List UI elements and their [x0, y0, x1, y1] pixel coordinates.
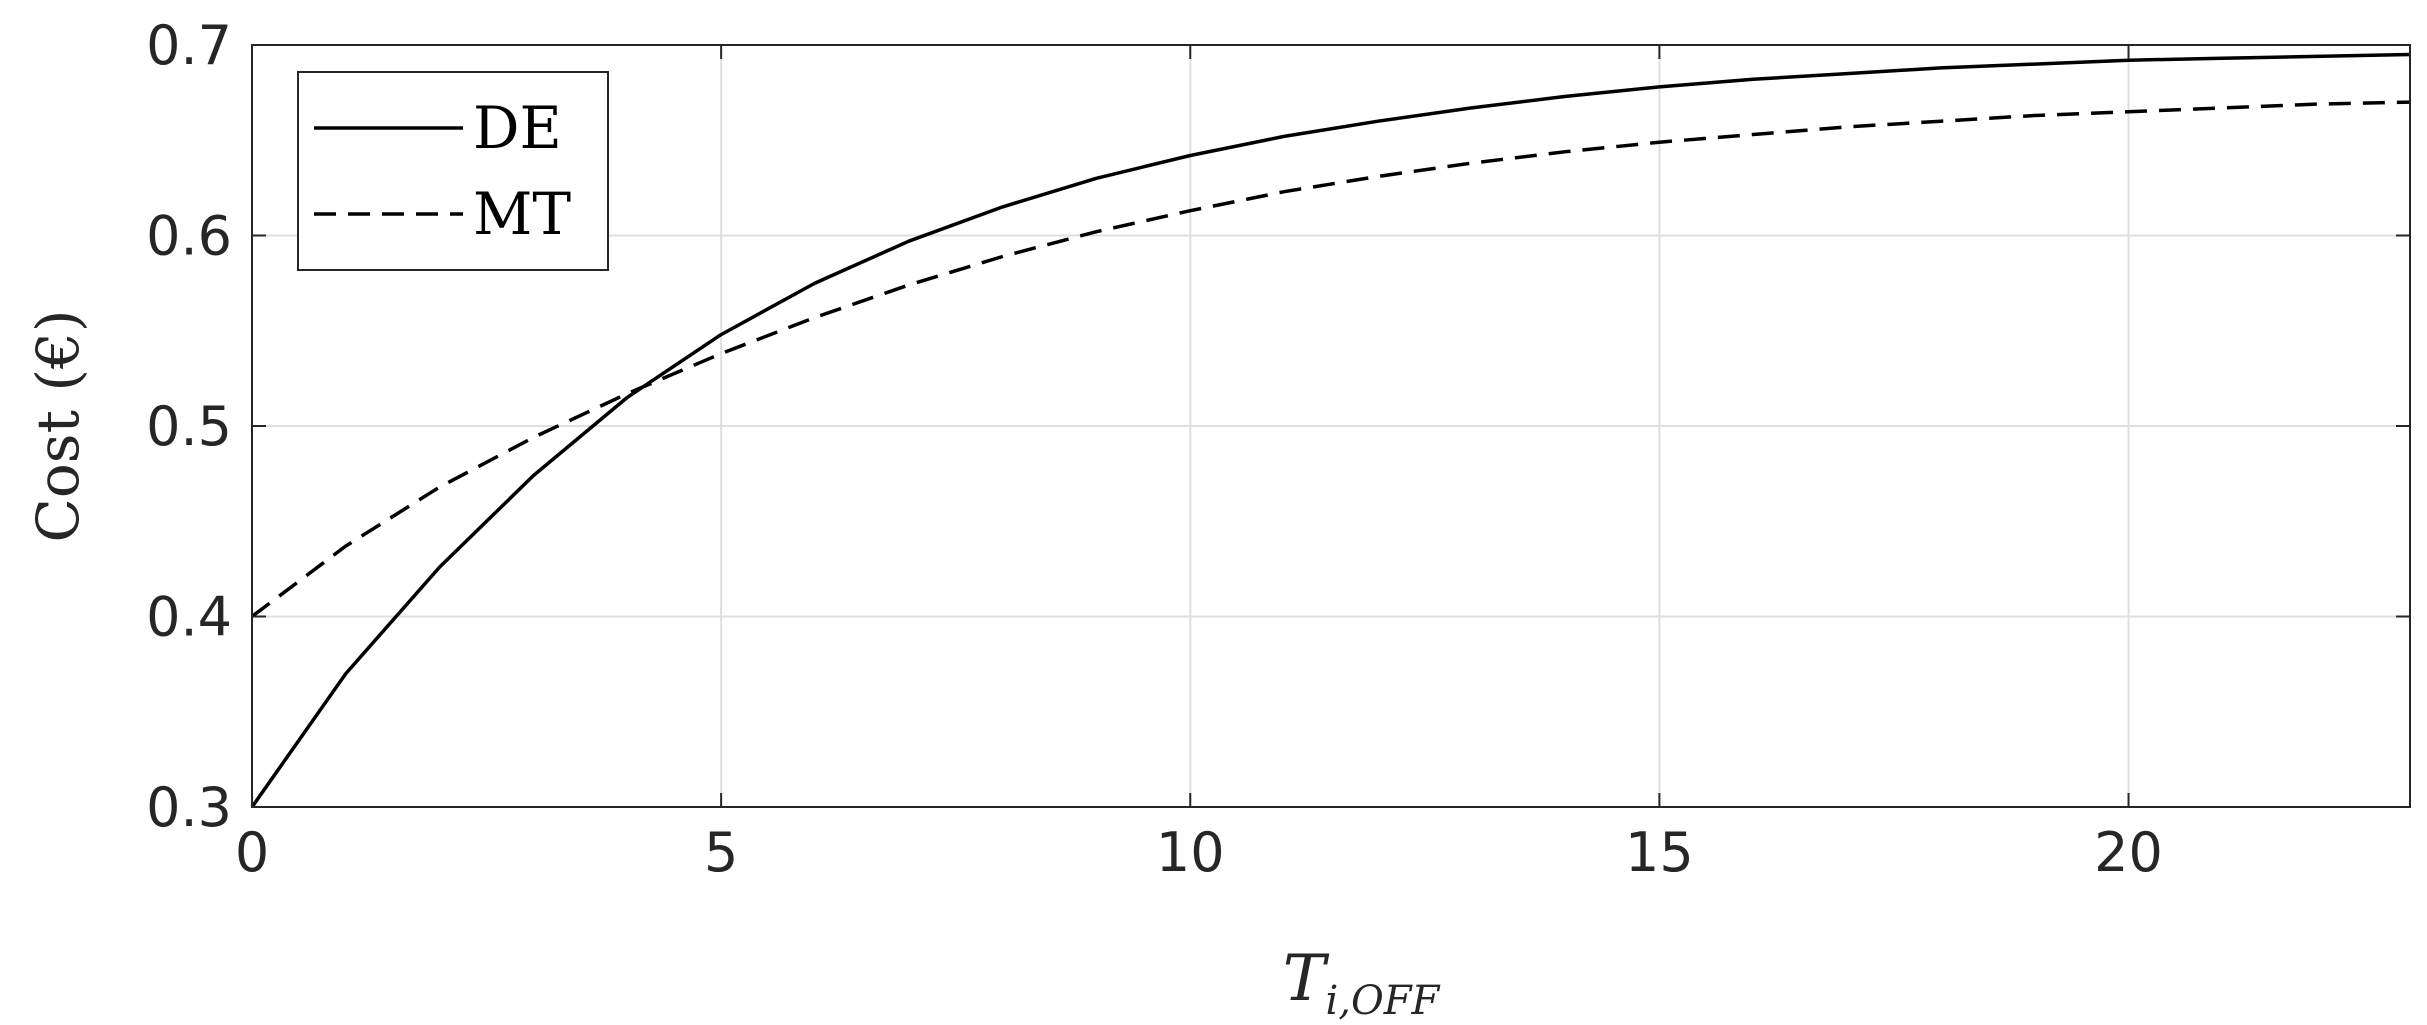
y-tick-label: 0.6 [146, 205, 232, 268]
axis-ticks: 0 5 10 15 20 0.3 0.4 0.5 0.6 0.7 [146, 14, 2410, 884]
x-axis-label-subscript: i,OFF [1325, 978, 1440, 1024]
legend-label-mt: MT [473, 180, 571, 248]
x-tick-label: 0 [235, 821, 269, 884]
series-lines [250, 52, 2411, 809]
legend: DE MT [297, 71, 609, 271]
x-tick-label: 5 [704, 821, 738, 884]
y-tick-label: 0.5 [146, 395, 232, 458]
series-line-mt [250, 100, 2411, 618]
y-tick-label: 0.7 [146, 14, 232, 77]
x-tick-label: 10 [1156, 821, 1225, 884]
x-tick-label: 15 [1625, 821, 1694, 884]
x-axis-label-main: T [1283, 942, 1330, 1016]
legend-label-de: DE [473, 94, 562, 162]
y-tick-label: 0.4 [146, 586, 232, 649]
x-tick-label: 20 [2094, 821, 2163, 884]
series-line-de [250, 52, 2411, 809]
grid-lines [252, 45, 2410, 807]
x-axis-label: Ti,OFF [1283, 942, 1441, 1024]
legend-box [297, 71, 609, 271]
axis-labels: Cost (€) Ti,OFF [24, 310, 1440, 1024]
y-axis-label: Cost (€) [24, 310, 92, 543]
y-tick-label: 0.3 [146, 776, 232, 839]
